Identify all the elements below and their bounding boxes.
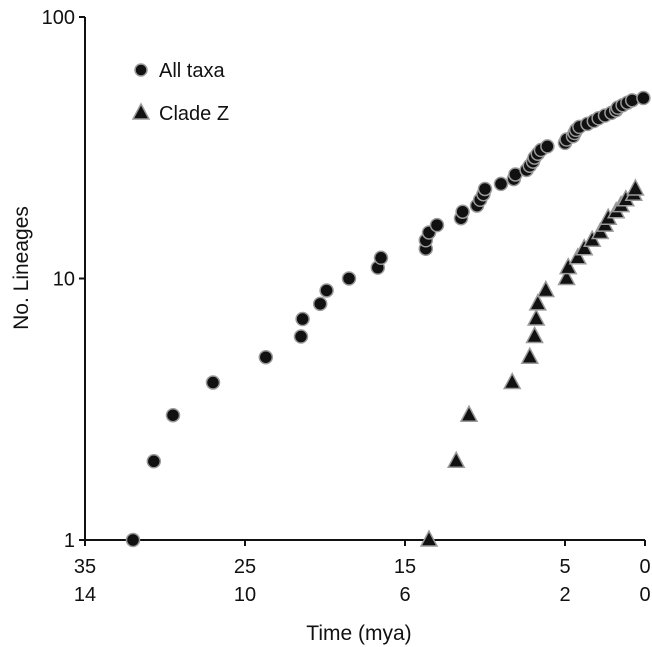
data-point-circle	[205, 375, 221, 390]
data-point-circle	[146, 454, 162, 469]
y-tick-label: 1	[64, 530, 75, 552]
series-0	[125, 90, 651, 548]
x-ticks: 35 14 25 10 15 6 5 2 0 0	[74, 540, 651, 606]
data-point-triangle	[558, 257, 578, 275]
x-axis-title: Time (mya)	[306, 622, 411, 645]
x-tick-label-secondary: 10	[234, 584, 256, 606]
data-point-circle	[125, 532, 141, 548]
series-layer	[125, 90, 651, 548]
x-tick-label-secondary: 0	[639, 584, 650, 606]
x-tick-label-secondary: 2	[559, 584, 570, 606]
data-point-triangle	[557, 267, 576, 286]
y-axis-title: No. Lineages	[10, 206, 33, 330]
legend-label-all-taxa: All taxa	[159, 60, 225, 82]
legend-item-all-taxa: All taxa	[134, 60, 225, 82]
x-tick-label: 15	[394, 556, 416, 578]
x-tick-label-secondary: 14	[74, 584, 96, 606]
data-point-triangle	[459, 404, 479, 422]
data-point-triangle	[520, 346, 540, 364]
data-point-circle	[258, 349, 274, 365]
data-point-triangle	[536, 279, 556, 298]
data-point-triangle	[419, 529, 439, 547]
data-point-circle	[295, 311, 310, 327]
data-point-circle	[477, 181, 493, 197]
x-tick-label: 5	[559, 556, 570, 578]
x-tick-label: 25	[234, 556, 256, 578]
y-ticks: 100 10 1	[42, 7, 85, 552]
data-point-circle	[319, 283, 334, 298]
data-point-circle	[165, 407, 181, 423]
data-point-circle	[429, 217, 445, 233]
x-tick-label: 0	[639, 556, 650, 578]
data-point-triangle	[626, 178, 645, 196]
data-point-circle	[293, 329, 309, 344]
data-point-circle	[373, 250, 389, 266]
legend-marker-triangle	[131, 102, 151, 120]
data-point-circle	[455, 204, 470, 219]
legend-marker-circle	[134, 63, 148, 77]
x-tick-label: 35	[74, 556, 96, 578]
data-point-triangle	[526, 308, 546, 326]
data-point-circle	[341, 271, 357, 286]
data-point-triangle	[446, 450, 466, 469]
plot-area: 100 10 1 35 14 25 10 15 6 5 2 0 0	[42, 7, 651, 606]
data-point-triangle	[528, 293, 548, 311]
data-point-triangle	[574, 238, 594, 256]
data-point-triangle	[568, 247, 588, 265]
data-point-triangle	[525, 325, 544, 344]
legend-item-clade-z: Clade Z	[131, 102, 229, 125]
data-point-triangle	[502, 371, 522, 390]
legend: All taxa Clade Z	[131, 60, 229, 125]
series-1	[419, 178, 645, 547]
legend-label-clade-z: Clade Z	[159, 103, 229, 125]
y-tick-label: 10	[53, 269, 75, 291]
data-point-circle	[636, 90, 651, 106]
data-point-circle	[493, 176, 509, 192]
data-point-circle	[312, 296, 328, 312]
x-tick-label-secondary: 6	[399, 584, 410, 606]
y-tick-label: 100	[42, 7, 75, 29]
data-point-circle	[540, 139, 555, 154]
